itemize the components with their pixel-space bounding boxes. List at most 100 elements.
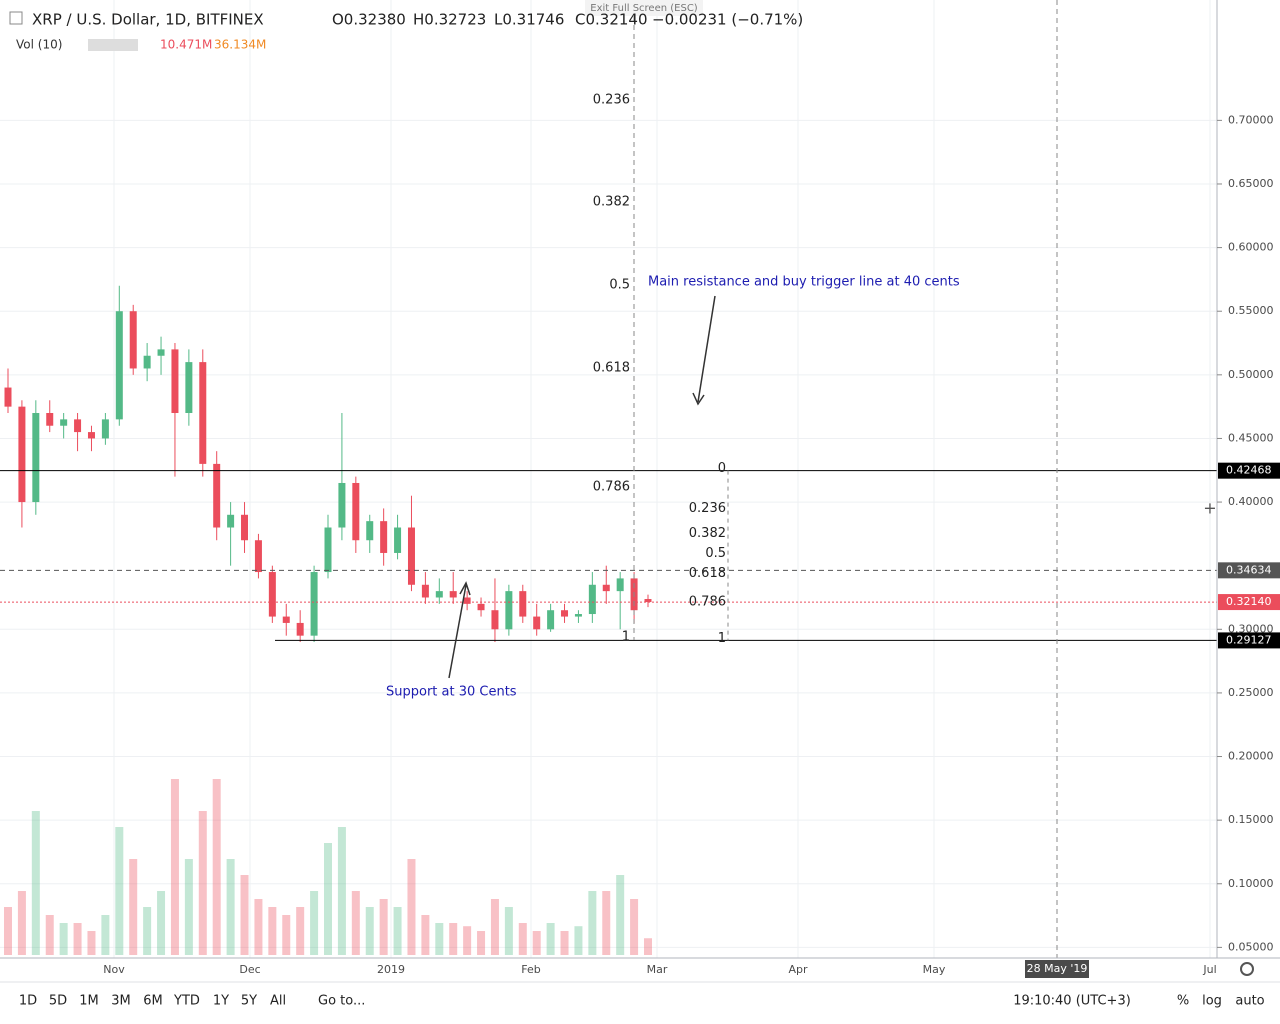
fib-right-label: 0.618 [689,566,726,581]
candle-body [282,616,290,623]
range-button[interactable]: 5Y [241,994,257,1009]
range-button[interactable]: YTD [173,994,200,1009]
candle-body [602,584,610,592]
candle-body [533,616,541,630]
candle-body [241,514,249,541]
close: C0.32140 [575,11,648,29]
y-tick-label: 0.70000 [1228,113,1274,126]
volume-bar [504,907,513,955]
volume-bar [560,931,569,955]
candle-body [547,610,555,630]
level-label: 0.32140 [1226,595,1272,608]
log-toggle[interactable]: log [1202,994,1222,1009]
range-button[interactable]: 6M [143,994,163,1009]
candle-body [505,591,513,630]
arrowhead [459,581,471,596]
volume-bar [240,875,249,955]
collapse-icon[interactable] [9,11,23,25]
volume-bar [73,923,82,955]
y-tick-label: 0.50000 [1228,368,1274,381]
candle-body [380,521,388,553]
volume-bar [170,779,179,955]
range-button[interactable]: 1M [79,994,99,1009]
vol-name[interactable]: Vol (10) [16,38,62,52]
range-button[interactable]: 1Y [213,994,229,1009]
volume-bar [59,923,68,955]
fib-left-label: 0.382 [593,195,630,210]
y-tick-label: 0.05000 [1228,940,1274,953]
volume-bar [393,907,402,955]
fib-left-label: 0.786 [593,480,630,495]
goto[interactable]: Go to... [318,994,365,1009]
x-tick-label: Mar [647,963,668,976]
exit-button[interactable] [585,0,703,16]
volume-bar [324,843,332,955]
x-tick-label: Nov [103,963,125,976]
candle-body [101,419,109,439]
candle-body [32,413,40,503]
candle-body [324,527,332,573]
candle-body [227,514,235,528]
fib-left-label: 1 [622,630,630,645]
level-badge [1218,594,1280,611]
range-button[interactable]: 3M [111,994,131,1009]
annotation: Support at 30 Cents [386,685,517,700]
candle-body [157,349,165,356]
y-tick-label: 0.25000 [1228,686,1274,699]
x-tick-label: May [923,963,946,976]
candle-body [171,349,179,414]
pct-toggle[interactable]: % [1177,994,1189,1009]
candle-body [561,610,569,617]
volume-bar [449,923,458,955]
candle-body [338,482,346,528]
candle-body [366,521,374,541]
volume-bar [198,811,207,955]
candle-body [394,527,402,553]
volume-bar [351,891,360,955]
candle-body [4,387,12,407]
auto-toggle[interactable]: auto [1235,994,1264,1009]
vol-ma: 36.134M [214,38,266,52]
exit-fullscreen[interactable]: Exit Full Screen (ESC) [590,3,698,14]
candle-body [185,362,193,414]
vol-icons[interactable] [88,39,138,51]
level-badge [1218,562,1280,579]
candle-body [74,419,82,433]
candle-body [588,584,596,615]
y-tick-label: 0.10000 [1228,877,1274,890]
volume-bar [477,931,486,955]
candle-body [115,311,123,420]
arrow [697,295,716,403]
volume-bar [435,923,444,955]
volume-bar [268,907,277,955]
candle-body [18,406,26,503]
volume-bar [282,915,291,955]
fib-left-label: 0.236 [593,93,630,108]
candle-body [616,578,624,592]
candle-body [143,355,151,369]
volume-bar [602,891,611,955]
x-tick-label: Dec [239,963,260,976]
clock: 19:10:40 (UTC+3) [1013,994,1131,1009]
volume-bar [101,915,110,955]
range-button[interactable]: 5D [49,994,67,1009]
candle-body [644,599,652,603]
settings-icon[interactable] [1240,962,1254,976]
arrow [448,584,467,679]
y-tick-label: 0.65000 [1228,177,1274,190]
candle-body [407,527,415,585]
y-tick-label: 0.15000 [1228,813,1274,826]
vol-value: 10.471M [160,38,212,52]
candle-body [213,463,221,528]
candle-body [310,572,318,636]
candle-body [491,610,499,630]
low: L0.31746 [494,11,564,29]
fib-right-label: 1 [718,631,726,646]
volume-bar [87,931,96,955]
volume-bar [226,859,235,955]
symbol[interactable]: XRP / U.S. Dollar, 1D, BITFINEX [32,11,264,29]
range-button[interactable]: All [270,994,286,1009]
level-badge [1218,462,1280,479]
range-button[interactable]: 1D [19,994,37,1009]
